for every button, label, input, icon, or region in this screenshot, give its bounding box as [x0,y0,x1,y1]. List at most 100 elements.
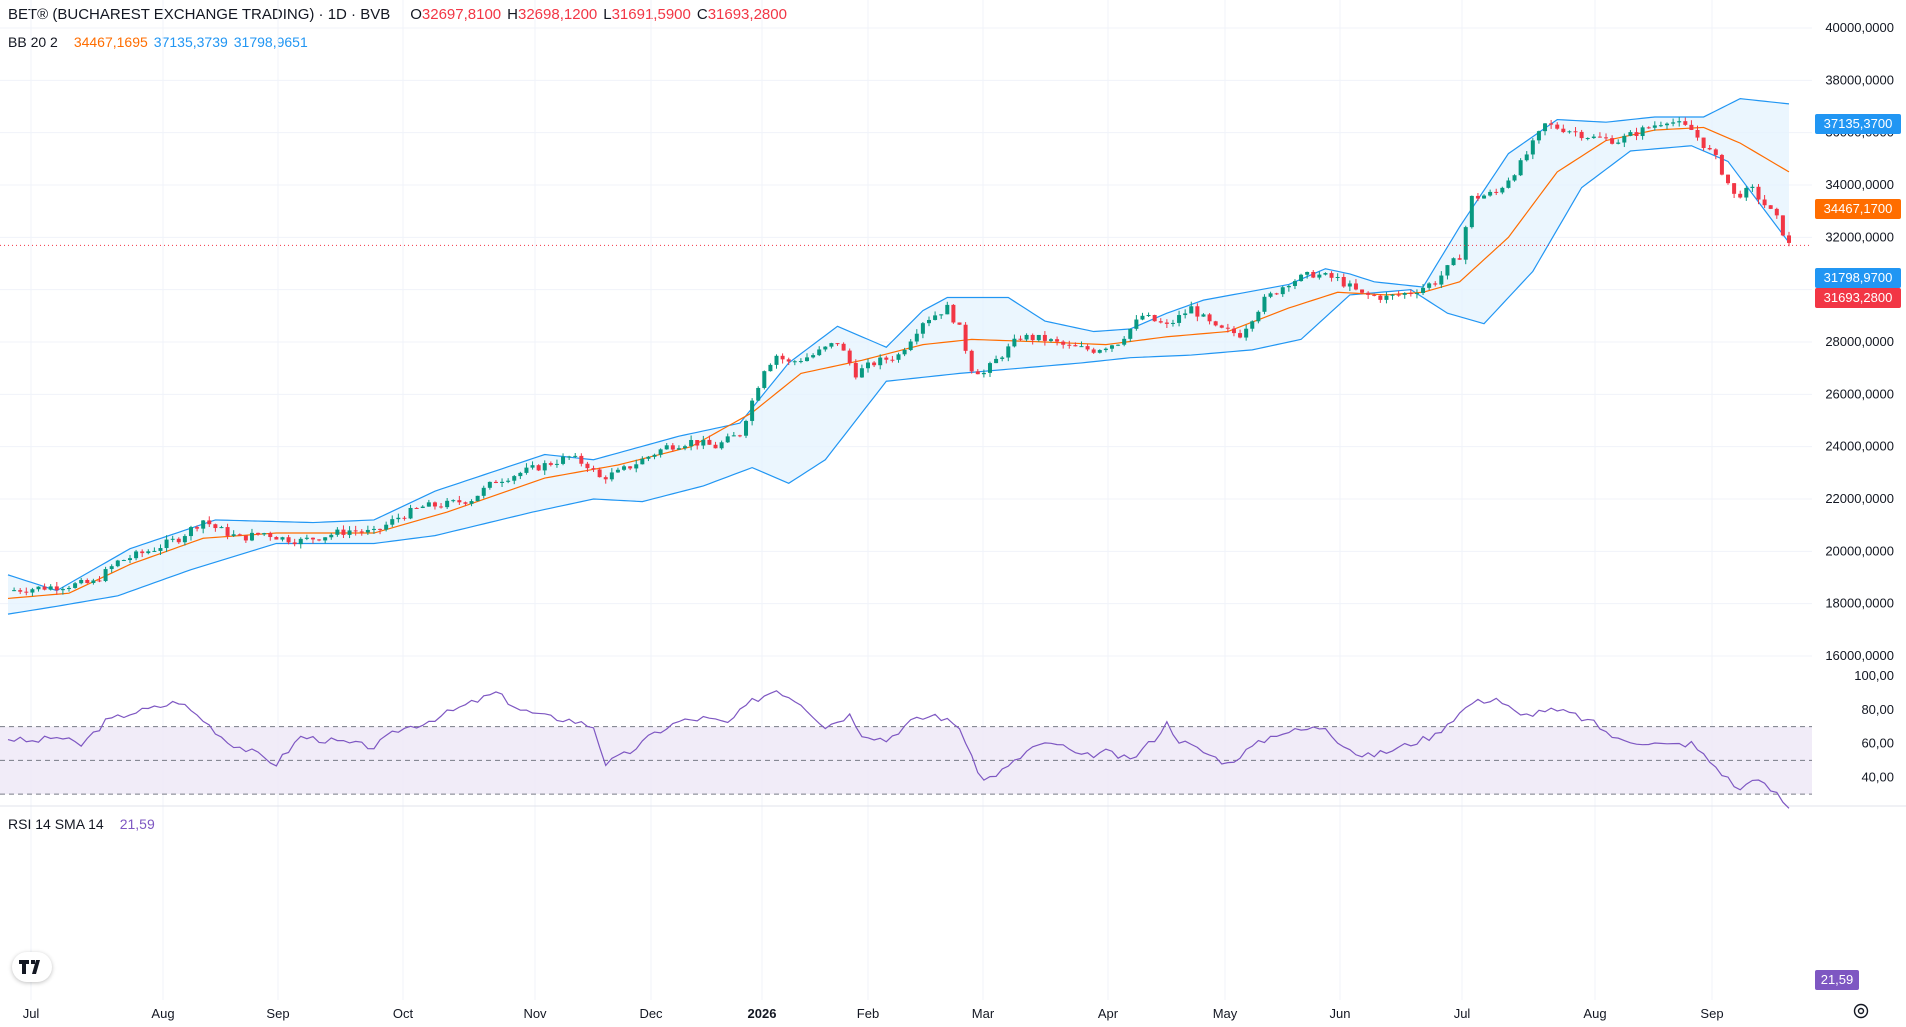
candle-body [1000,357,1005,359]
candle-body [866,362,871,369]
candle-body [109,566,114,570]
candle-body [1329,273,1334,278]
candle-body [170,538,175,540]
bb-legend[interactable]: BB 20 2 34467,1695 37135,3739 31798,9651 [8,34,308,50]
time-tick-label: Sep [1700,1006,1723,1021]
candle-body [987,363,992,373]
candle-body [1567,131,1572,133]
candle-body [676,448,681,450]
candle-body [451,500,456,502]
rsi-legend-value: 21,59 [119,816,155,832]
candle-body [713,444,718,449]
symbol-title[interactable]: BET® (BUCHAREST EXCHANGE TRADING) · 1D ·… [8,6,391,23]
candle-body [1750,186,1755,188]
candle-body [493,481,498,484]
candle-body [1439,275,1444,285]
candle-body [1268,293,1273,297]
candle-body [152,550,157,552]
rsi-tick-label: 60,00 [1861,736,1894,751]
candle-body [1116,344,1121,346]
candle-body [561,456,566,464]
candle-body [1604,137,1609,139]
price-tick-label: 34000,0000 [1825,177,1894,192]
rsi-legend[interactable]: RSI 14 SMA 14 21,59 [8,816,155,832]
candle-body [859,368,864,378]
candle-body [457,500,462,503]
candle-body [634,464,639,469]
price-tick-label: 26000,0000 [1825,386,1894,401]
candle-body [1390,294,1395,296]
candle-body [847,350,852,363]
candle-body [1530,140,1535,155]
candle-body [1573,131,1578,133]
candle-body [176,538,181,543]
time-tick-label: Jun [1330,1006,1351,1021]
candle-body [1134,319,1139,329]
price-tick-label: 22000,0000 [1825,491,1894,506]
candle-body [280,537,285,540]
candle-body [573,455,578,457]
candle-body [597,469,602,478]
candle-body [506,480,511,482]
candle-body [1512,175,1517,181]
candle-body [1695,129,1700,138]
tradingview-logo-icon[interactable] [12,952,52,982]
candle-body [683,446,688,449]
candle-body [841,343,846,351]
candle-body [585,463,590,469]
candle-body [469,501,474,504]
time-tick-label: Oct [393,1006,414,1021]
candle-body [646,456,651,459]
candle-body [1311,271,1316,278]
time-tick-label: Feb [857,1006,879,1021]
rsi-value-tag: 21,59 [1815,970,1859,990]
candle-body [1109,345,1114,349]
price-tick-label: 16000,0000 [1825,648,1894,663]
candle-body [1250,321,1255,329]
candle-body [18,590,23,592]
candle-body [1665,123,1670,126]
candle-body [317,539,322,541]
candle-body [1091,349,1096,353]
candle-body [329,534,334,538]
candle-body [402,517,407,519]
candle-body [310,537,315,540]
candle-body [256,532,261,535]
candle-body [1158,321,1163,323]
candle-body [1189,306,1194,314]
candle-body [719,442,724,449]
candle-body [414,507,419,509]
candle-body [1201,314,1206,317]
candle-body [994,358,999,364]
candle-body [1689,124,1694,130]
candle-body [500,481,505,484]
candle-body [1451,258,1456,266]
candle-body [262,533,267,535]
bollinger-upper-line [7,98,1790,592]
candle-body [475,495,480,502]
candle-body [1524,154,1529,161]
candle-body [963,324,968,351]
candle-body [1030,334,1035,341]
candle-body [1494,191,1499,193]
candle-body [298,538,303,545]
candle-body [658,449,663,455]
rsi-line [7,690,1790,809]
candle-body [1146,315,1151,317]
ohlc-high: H32698,1200 [507,6,598,23]
candle-body [530,465,535,468]
candle-body [1366,292,1371,295]
candle-body [1707,148,1712,150]
candle-body [439,506,444,508]
candle-body [1506,180,1511,188]
candle-body [164,539,169,549]
candle-body [768,364,773,372]
candle-body [524,467,529,473]
gear-icon[interactable] [1852,1002,1870,1020]
candle-body [1701,137,1706,149]
candle-body [914,333,919,342]
candle-body [1103,348,1108,351]
candle-body [933,315,938,320]
candle-body [1097,350,1102,353]
